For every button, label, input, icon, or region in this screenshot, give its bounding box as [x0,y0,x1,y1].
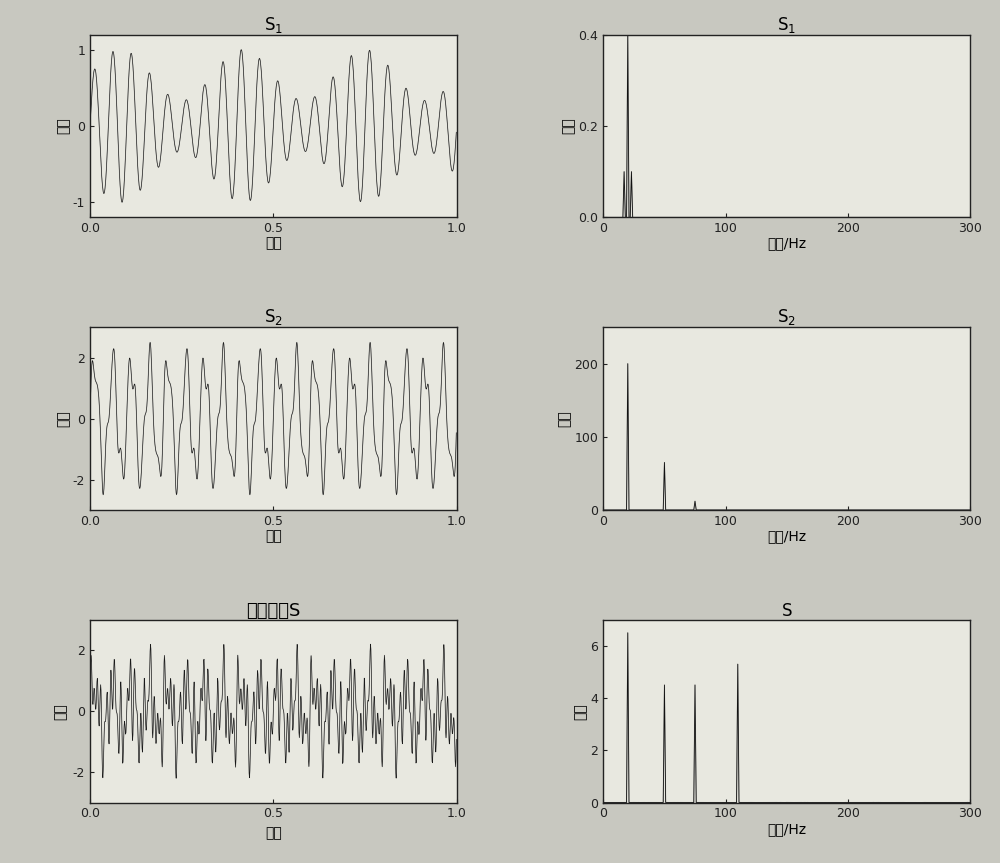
X-axis label: 频率/Hz: 频率/Hz [767,236,806,250]
X-axis label: 频率/Hz: 频率/Hz [767,529,806,543]
Y-axis label: 振幅: 振幅 [558,410,572,427]
X-axis label: 时间: 时间 [265,529,282,543]
Title: 混合后的S: 混合后的S [246,602,301,620]
Title: S$_2$: S$_2$ [264,307,283,327]
Y-axis label: 振幅: 振幅 [574,702,588,720]
Title: S: S [781,602,792,620]
Title: S$_2$: S$_2$ [777,307,796,327]
Title: S$_1$: S$_1$ [264,15,283,35]
Y-axis label: 振幅: 振幅 [56,410,70,427]
Y-axis label: 振幅: 振幅 [53,702,67,720]
Title: S$_1$: S$_1$ [777,15,796,35]
Y-axis label: 振幅: 振幅 [56,117,70,135]
X-axis label: 时间: 时间 [265,236,282,250]
X-axis label: 频率/Hz: 频率/Hz [767,822,806,836]
Y-axis label: 振幅: 振幅 [562,117,576,135]
X-axis label: 时间: 时间 [265,826,282,840]
